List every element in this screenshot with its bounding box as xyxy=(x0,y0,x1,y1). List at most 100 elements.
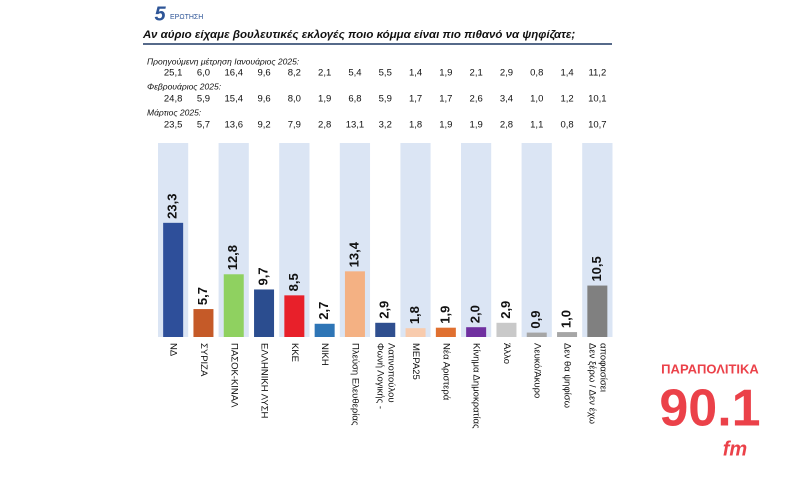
measurement-label: Φεβρουάριος 2025: xyxy=(147,81,222,91)
x-tick-label: ΚΚΕ xyxy=(288,343,300,363)
measurement-value: 6,8 xyxy=(348,94,361,105)
measurement-value: 2,1 xyxy=(470,68,483,79)
measurement-value: 13,1 xyxy=(346,120,365,131)
x-tick-label: Άλλο xyxy=(500,343,512,364)
measurement-value: 5,9 xyxy=(379,94,392,105)
x-tick-label: Νέα Αριστερά xyxy=(440,343,452,401)
question-word: ΕΡΩΤΗΣΗ xyxy=(170,14,203,21)
measurement-value: 1,9 xyxy=(439,68,452,79)
value-label: 1,9 xyxy=(437,306,452,324)
measurement-value: 1,7 xyxy=(409,94,422,105)
x-tick-label: ΝΙΚΗ xyxy=(319,343,331,366)
measurement-value: 23,5 xyxy=(164,120,183,131)
measurement-value: 8,0 xyxy=(288,94,301,105)
measurement-value: 1,9 xyxy=(439,120,452,131)
x-tick-label: Κίνημα Δημοκρατίας xyxy=(470,343,482,429)
watermark-band: fm xyxy=(723,438,747,460)
value-label: 13,4 xyxy=(346,241,361,267)
column-band xyxy=(430,143,461,337)
measurement-value: 13,6 xyxy=(225,120,244,131)
bar xyxy=(405,328,426,337)
column-band xyxy=(461,143,492,337)
measurement-value: 1,0 xyxy=(530,94,543,105)
bar xyxy=(587,285,608,337)
watermark: ΠΑΡΑΠΟΛΙΤΙΚΑ 90.1 fm xyxy=(659,361,760,460)
measurement-value: 0,8 xyxy=(530,68,543,79)
x-tick-label: ΠΑΣΟΚ-ΚΙΝΑΛ xyxy=(228,343,240,408)
bar xyxy=(496,322,517,337)
bar xyxy=(284,295,305,337)
measurement-value: 9,2 xyxy=(257,120,270,131)
measurement-value: 2,9 xyxy=(500,68,513,79)
measurement-value: 10,7 xyxy=(588,120,607,131)
value-label: 9,7 xyxy=(255,267,270,285)
column-band xyxy=(309,143,340,337)
bar xyxy=(375,322,396,337)
bar xyxy=(526,332,547,337)
x-tick-label: Πλεύση Ελευθερίας xyxy=(349,343,361,426)
measurement-value: 0,8 xyxy=(560,120,573,131)
bar xyxy=(193,309,214,337)
bar xyxy=(314,323,335,337)
measurement-value: 2,6 xyxy=(470,94,483,105)
measurement-value: 3,2 xyxy=(379,120,392,131)
measurement-value: 2,8 xyxy=(500,120,513,131)
measurement-value: 9,6 xyxy=(257,68,270,79)
measurement-value: 7,9 xyxy=(288,120,301,131)
x-tick-label: ΜΕΡΑ25 xyxy=(410,343,422,380)
measurement-value: 1,4 xyxy=(409,68,422,79)
column-band xyxy=(551,143,583,337)
bar xyxy=(557,332,578,337)
watermark-brand: ΠΑΡΑΠΟΛΙΤΙΚΑ xyxy=(661,361,759,376)
measurement-value: 1,1 xyxy=(530,120,543,131)
value-label: 1,8 xyxy=(407,306,422,324)
measurement-value: 5,5 xyxy=(379,68,392,79)
value-label: 8,5 xyxy=(286,273,301,291)
value-label: 12,8 xyxy=(225,245,240,270)
column-band xyxy=(370,143,401,337)
value-label: 5,7 xyxy=(195,287,210,305)
question-number: 5 xyxy=(154,3,166,25)
x-tick-label: ΕΛΛΗΝΙΚΗ ΛΥΣΗ xyxy=(258,343,270,419)
value-label: 10,5 xyxy=(589,256,604,281)
measurement-label: Μάρτιος 2025: xyxy=(147,107,202,117)
measurement-value: 1,9 xyxy=(470,120,483,131)
measurement-value: 8,2 xyxy=(288,68,301,79)
value-label: 23,3 xyxy=(165,194,180,219)
value-label: 2,9 xyxy=(377,301,392,319)
measurement-value: 2,1 xyxy=(318,68,331,79)
bar xyxy=(163,222,184,337)
value-label: 2,9 xyxy=(498,301,513,319)
measurement-value: 5,7 xyxy=(197,120,210,131)
column-band xyxy=(400,143,431,337)
value-label: 2,7 xyxy=(316,302,331,320)
value-label: 0,9 xyxy=(528,311,543,329)
chart-title: Αν αύριο είχαμε βουλευτικές εκλογές ποιο… xyxy=(142,29,575,41)
measurement-value: 11,2 xyxy=(588,68,606,79)
bar xyxy=(223,274,244,337)
x-tick-label: Φωνή Λογικής - Λατινοπούλου xyxy=(374,343,397,410)
x-tick-label: ΣΥΡΙΖΑ xyxy=(197,343,209,377)
measurement-value: 15,4 xyxy=(225,94,244,105)
measurement-value: 1,9 xyxy=(318,94,331,105)
measurement-value: 9,6 xyxy=(257,94,270,105)
measurement-value: 1,7 xyxy=(439,94,452,105)
measurement-value: 10,1 xyxy=(588,94,607,105)
value-label: 2,0 xyxy=(468,305,483,323)
value-label: 1,0 xyxy=(558,310,573,328)
bar xyxy=(466,327,487,337)
measurement-value: 16,4 xyxy=(225,68,244,79)
measurement-value: 1,8 xyxy=(409,120,422,131)
measurement-value: 1,4 xyxy=(560,68,573,79)
measurement-value: 5,4 xyxy=(348,68,361,79)
bar xyxy=(435,327,456,337)
x-tick-label: Λευκό/Άκυρο xyxy=(531,343,543,399)
measurement-value: 25,1 xyxy=(164,68,183,79)
x-tick-label: ΝΔ xyxy=(167,343,179,357)
measurement-value: 5,9 xyxy=(197,94,210,105)
column-band xyxy=(521,143,552,337)
watermark-frequency: 90.1 xyxy=(659,380,760,438)
measurement-value: 3,4 xyxy=(500,94,513,105)
